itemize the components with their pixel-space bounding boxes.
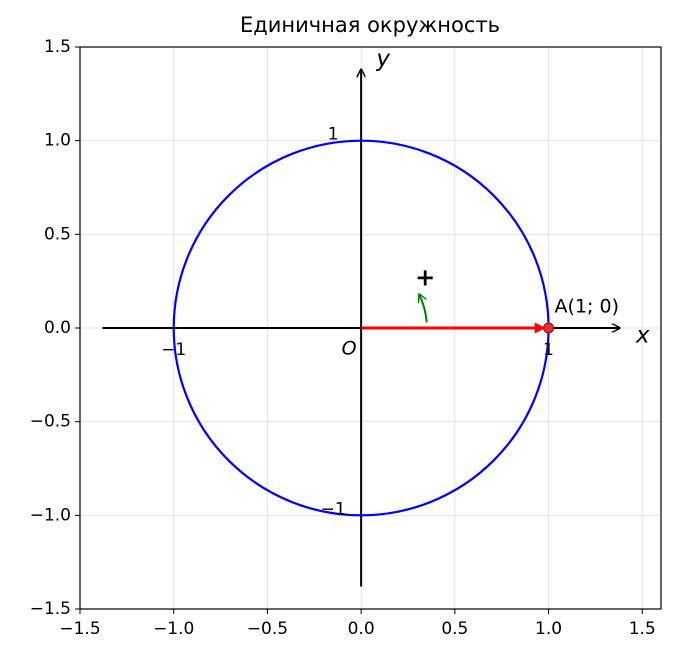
y-tick-label: 1.0 (44, 131, 71, 151)
x-tick-label: 1.0 (535, 619, 562, 639)
x-tick-label: 0.5 (441, 619, 468, 639)
x-tick-label: −1.5 (59, 619, 100, 639)
rotation-label: + (415, 263, 435, 291)
x-tick-label: 1.5 (629, 619, 656, 639)
y-tick-label: 0.5 (44, 224, 71, 244)
plot-frame (79, 46, 662, 610)
point-label: A(1; 0) (555, 296, 619, 318)
point-a (543, 322, 555, 334)
origin-label: O (342, 338, 357, 360)
y-tick-label: −1.5 (30, 599, 71, 619)
y-tick-label: 0.0 (44, 318, 71, 338)
x-axis-label: x (635, 323, 650, 349)
plot-area: −1.5 −1.0 −0.5 0.0 0.5 1.0 1.5 −1.5 −1.0 −0.5 0.0 0… (30, 37, 662, 639)
y-tick-label: 1.5 (44, 37, 71, 57)
y-mark-label: −1 (321, 499, 346, 519)
y-tick-label: −0.5 (30, 412, 71, 432)
y-axis-label: y (375, 46, 390, 72)
x-mark-label: −1 (161, 340, 186, 360)
chart-title: Единичная окружность (240, 13, 500, 37)
x-mark-label: 1 (543, 340, 554, 360)
x-tick-label: 0.0 (348, 619, 375, 639)
x-tick-label: −1.0 (153, 619, 194, 639)
y-mark-label: 1 (328, 125, 339, 145)
x-tick-label: −0.5 (247, 619, 288, 639)
rotation-arrow (419, 294, 428, 323)
y-tick-label: −1.0 (30, 505, 71, 525)
